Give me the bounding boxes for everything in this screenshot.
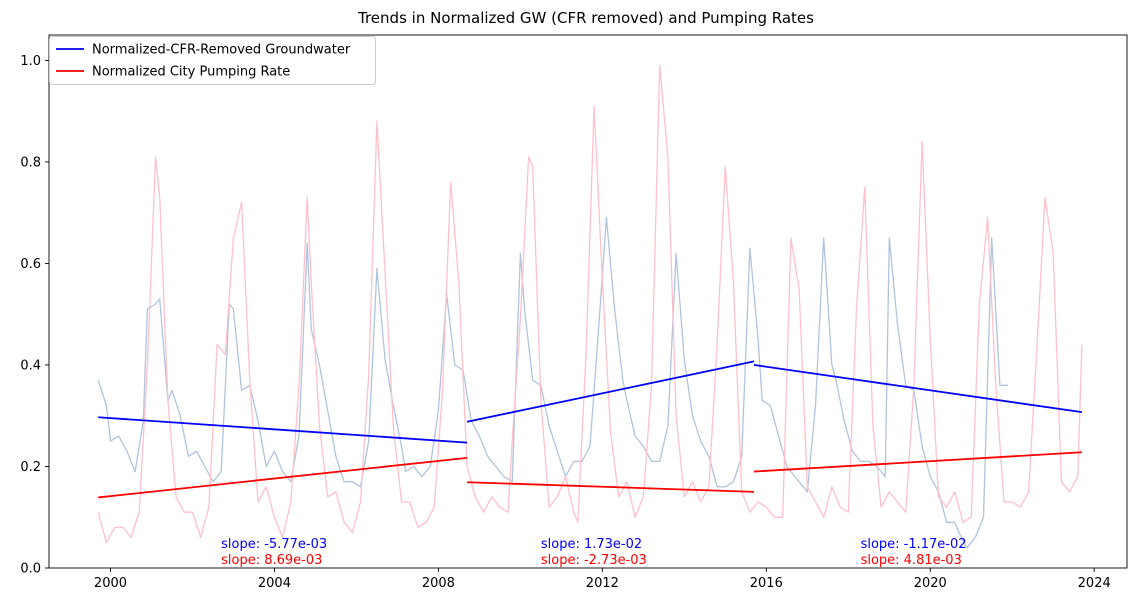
legend-label-groundwater: Normalized-CFR-Removed Groundwater (92, 43, 351, 58)
slope-label-pumping-2: slope: -2.73e-03 (541, 553, 647, 568)
plot-frame (48, 34, 1128, 569)
legend: Normalized-CFR-Removed Groundwater Normal… (49, 36, 376, 85)
y-tick-label: 0.4 (20, 358, 41, 373)
trend-line-pumping-1 (98, 456, 468, 499)
trend-line-groundwater-3 (753, 364, 1083, 414)
axes: 2000 2004 2008 2012 2016 2020 2024 0.0 0.2 0.4 0.6… (20, 34, 1128, 591)
trend-lines (98, 360, 1083, 499)
trend-line-groundwater-2 (466, 360, 755, 423)
trend-line-pumping-3 (753, 451, 1082, 473)
legend-box (49, 36, 376, 85)
slope-label-groundwater-3: slope: -1.17e-02 (861, 537, 967, 552)
raw-series-lines (97, 64, 1083, 549)
x-tick-label: 2004 (258, 576, 291, 591)
trend-line-pumping-2 (467, 481, 755, 493)
raw-series-line-groundwater (97, 217, 1009, 549)
slope-label-groundwater-2: slope: 1.73e-02 (541, 537, 642, 552)
x-tick-label: 2024 (1078, 576, 1111, 591)
slope-label-pumping-3: slope: 4.81e-03 (861, 553, 962, 568)
y-tick-label: 0.6 (20, 257, 41, 272)
x-tick-label: 2008 (422, 576, 455, 591)
legend-label-pumping: Normalized City Pumping Rate (92, 65, 290, 80)
slope-label-groundwater-1: slope: -5.77e-03 (221, 537, 327, 552)
raw-series-line-pumping (97, 64, 1083, 544)
y-tick-label: 0.2 (20, 460, 41, 475)
y-tick-label: 0.0 (20, 562, 41, 577)
x-tick-label: 2020 (914, 576, 947, 591)
x-tick-label: 2000 (94, 576, 127, 591)
slope-label-pumping-1: slope: 8.69e-03 (221, 553, 322, 568)
y-tick-label: 0.8 (20, 155, 41, 170)
trend-line-groundwater-1 (98, 416, 468, 444)
x-tick-label: 2012 (586, 576, 619, 591)
chart-title: Trends in Normalized GW (CFR removed) an… (357, 9, 814, 27)
x-tick-label: 2016 (750, 576, 783, 591)
y-tick-label: 1.0 (20, 54, 41, 69)
